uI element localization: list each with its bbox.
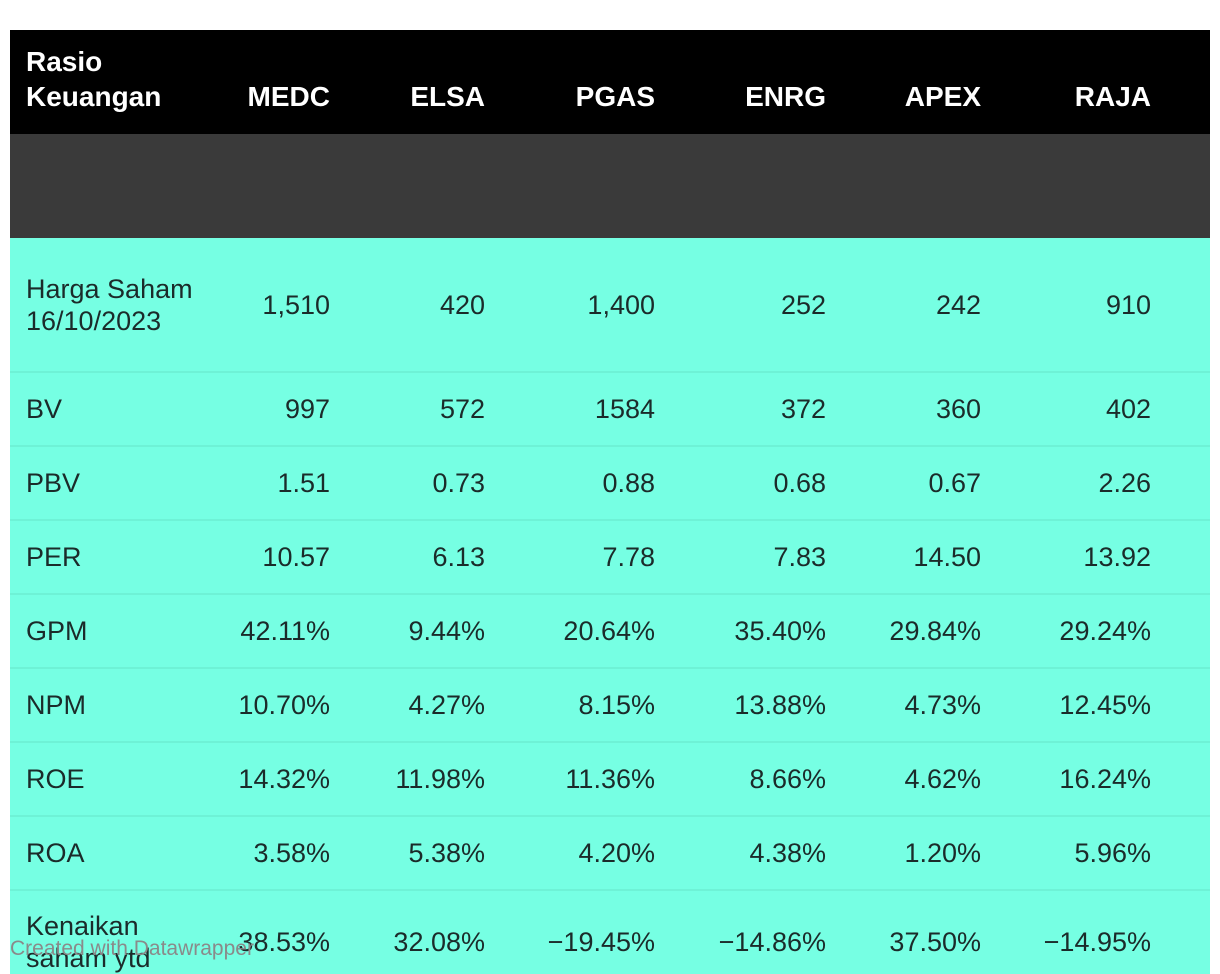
table-row: BV 997 572 1584 372 360 402	[10, 372, 1210, 446]
header-divider	[10, 134, 1210, 238]
row-spacer	[1151, 520, 1210, 594]
header-col-raja: RAJA	[1074, 81, 1151, 112]
table-cell: 372	[780, 394, 826, 424]
table-cell: 0.68	[773, 468, 826, 498]
row-label: ROA	[26, 838, 85, 868]
table-cell: −19.45%	[547, 926, 655, 957]
table-cell: 6.13	[432, 542, 485, 572]
table-cell: 4.73%	[904, 690, 981, 720]
table-cell: 8.66%	[749, 764, 826, 794]
table-cell: 4.27%	[408, 690, 485, 720]
table-cell: 420	[439, 289, 485, 320]
row-spacer	[1151, 594, 1210, 668]
row-label: GPM	[26, 616, 88, 646]
table-cell: 14.50	[913, 542, 981, 572]
table-row: PER 10.57 6.13 7.78 7.83 14.50 13.92	[10, 520, 1210, 594]
row-spacer	[1151, 446, 1210, 520]
table-cell: 8.15%	[578, 690, 655, 720]
table-cell: 35.40%	[734, 616, 826, 646]
table-cell: 37.50%	[889, 926, 981, 957]
table-cell: 42.11%	[240, 616, 330, 646]
table-row: Kenaikan saham ytd 38.53% 32.08% −19.45% −14…	[10, 890, 1210, 974]
table-body: Harga Saham 16/10/2023 1,510 420 1,400 252 24…	[10, 238, 1210, 974]
table-cell: 7.78	[602, 542, 655, 572]
datawrapper-credit: Created with Datawrapper	[10, 937, 254, 960]
header-label: Rasio Keuangan	[26, 46, 162, 112]
table-header: Rasio Keuangan MEDC ELSA PGAS ENRG APEX …	[10, 30, 1210, 238]
table-cell: 20.64%	[563, 616, 655, 646]
table-cell: 5.96%	[1074, 838, 1151, 868]
table-cell: 0.88	[602, 468, 655, 498]
row-label: NPM	[26, 690, 86, 720]
table-cell: 1.20%	[904, 838, 981, 868]
table-cell: 12.45%	[1059, 690, 1151, 720]
table-row: ROA 3.58% 5.38% 4.20% 4.38% 1.20% 5.96%	[10, 816, 1210, 890]
table-cell: 4.20%	[578, 838, 655, 868]
table-cell: 7.83	[773, 542, 826, 572]
table-row: NPM 10.70% 4.27% 8.15% 13.88% 4.73% 12.45%	[10, 668, 1210, 742]
table-cell: 360	[935, 394, 981, 424]
row-spacer	[1151, 742, 1210, 816]
row-spacer	[1151, 668, 1210, 742]
table-cell: 38.53%	[238, 926, 330, 957]
table-cell: 11.36%	[565, 764, 655, 794]
table-cell: −14.86%	[718, 926, 826, 957]
table-cell: 10.57	[262, 542, 330, 572]
table-cell: 16.24%	[1059, 764, 1151, 794]
table-cell: 14.32%	[238, 764, 330, 794]
table-cell: 1,510	[262, 289, 330, 320]
row-label: Harga Saham 16/10/2023	[26, 273, 193, 336]
row-label: PBV	[26, 468, 81, 498]
row-label: BV	[26, 394, 63, 424]
ratio-table-container: Rasio Keuangan MEDC ELSA PGAS ENRG APEX …	[10, 30, 1210, 974]
table-row: GPM 42.11% 9.44% 20.64% 35.40% 29.84% 29.24%	[10, 594, 1210, 668]
table-cell: 13.92	[1083, 542, 1151, 572]
table-cell: 0.67	[928, 468, 981, 498]
table-cell: 13.88%	[734, 690, 826, 720]
table-cell: 910	[1105, 289, 1151, 320]
table-cell: 252	[780, 289, 826, 320]
row-spacer	[1151, 238, 1210, 372]
row-label: PER	[26, 542, 82, 572]
table-cell: −14.95%	[1043, 926, 1151, 957]
table-cell: 1584	[594, 394, 655, 424]
table-row: ROE 14.32% 11.98% 11.36% 8.66% 4.62% 16.24%	[10, 742, 1210, 816]
row-spacer	[1151, 816, 1210, 890]
table-cell: 572	[439, 394, 485, 424]
header-col-apex: APEX	[904, 81, 981, 112]
table-cell: 9.44%	[408, 616, 485, 646]
header-col-medc: MEDC	[247, 81, 330, 112]
table-cell: 1,400	[587, 289, 655, 320]
row-spacer	[1151, 372, 1210, 446]
table-cell: 11.98%	[395, 764, 485, 794]
row-label: Kenaikan saham ytd	[26, 910, 151, 973]
table-cell: 2.26	[1098, 468, 1151, 498]
header-col-pgas: PGAS	[575, 81, 655, 112]
row-spacer	[1151, 890, 1210, 974]
table-cell: 4.62%	[904, 764, 981, 794]
table-cell: 0.73	[432, 468, 485, 498]
table-cell: 402	[1105, 394, 1151, 424]
header-col-enrg: ENRG	[745, 81, 826, 112]
table-cell: 4.38%	[749, 838, 826, 868]
row-label: ROE	[26, 764, 85, 794]
table-cell: 29.24%	[1059, 616, 1151, 646]
table-cell: 32.08%	[393, 926, 485, 957]
ratio-table: Rasio Keuangan MEDC ELSA PGAS ENRG APEX …	[10, 30, 1210, 974]
table-cell: 29.84%	[889, 616, 981, 646]
table-cell: 242	[935, 289, 981, 320]
table-cell: 1.51	[277, 468, 330, 498]
table-cell: 997	[284, 394, 330, 424]
table-row: PBV 1.51 0.73 0.88 0.68 0.67 2.26	[10, 446, 1210, 520]
header-col-elsa: ELSA	[410, 81, 485, 112]
header-spacer	[1151, 30, 1210, 134]
table-row: Harga Saham 16/10/2023 1,510 420 1,400 252 24…	[10, 238, 1210, 372]
table-cell: 5.38%	[408, 838, 485, 868]
table-cell: 10.70%	[238, 690, 330, 720]
table-cell: 3.58%	[253, 838, 330, 868]
